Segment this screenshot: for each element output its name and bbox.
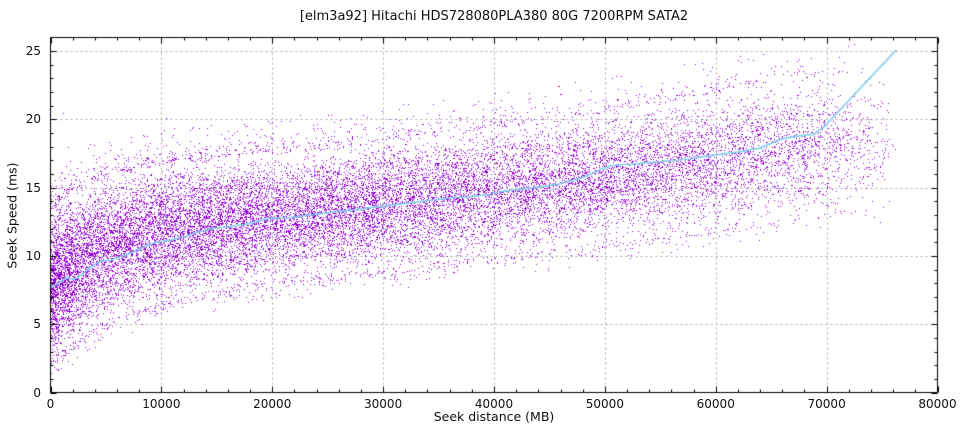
y-tick-label: 5: [33, 317, 41, 332]
y-tick-label: 0: [33, 385, 41, 400]
x-axis-label: Seek distance (MB): [433, 409, 555, 424]
y-tick-label: 25: [25, 44, 41, 59]
y-tick-label: 20: [25, 112, 41, 127]
x-tick-label: 10000: [142, 397, 181, 411]
x-tick-label: 80000: [918, 397, 957, 411]
y-tick-label: 15: [25, 180, 41, 195]
x-tick-label: 60000: [696, 397, 735, 411]
chart-title: [elm3a92] Hitachi HDS728080PLA380 80G 72…: [299, 9, 689, 24]
x-tick-label: 0: [46, 397, 55, 411]
y-axis-label: Seek Speed (ms): [4, 162, 20, 269]
x-tick-label: 30000: [364, 397, 403, 411]
y-tick-label: 10: [25, 248, 41, 263]
x-tick-label: 70000: [807, 397, 846, 411]
x-tick-label: 40000: [474, 397, 514, 411]
x-tick-label: 50000: [585, 397, 624, 411]
x-tick-label: 20000: [253, 397, 292, 411]
